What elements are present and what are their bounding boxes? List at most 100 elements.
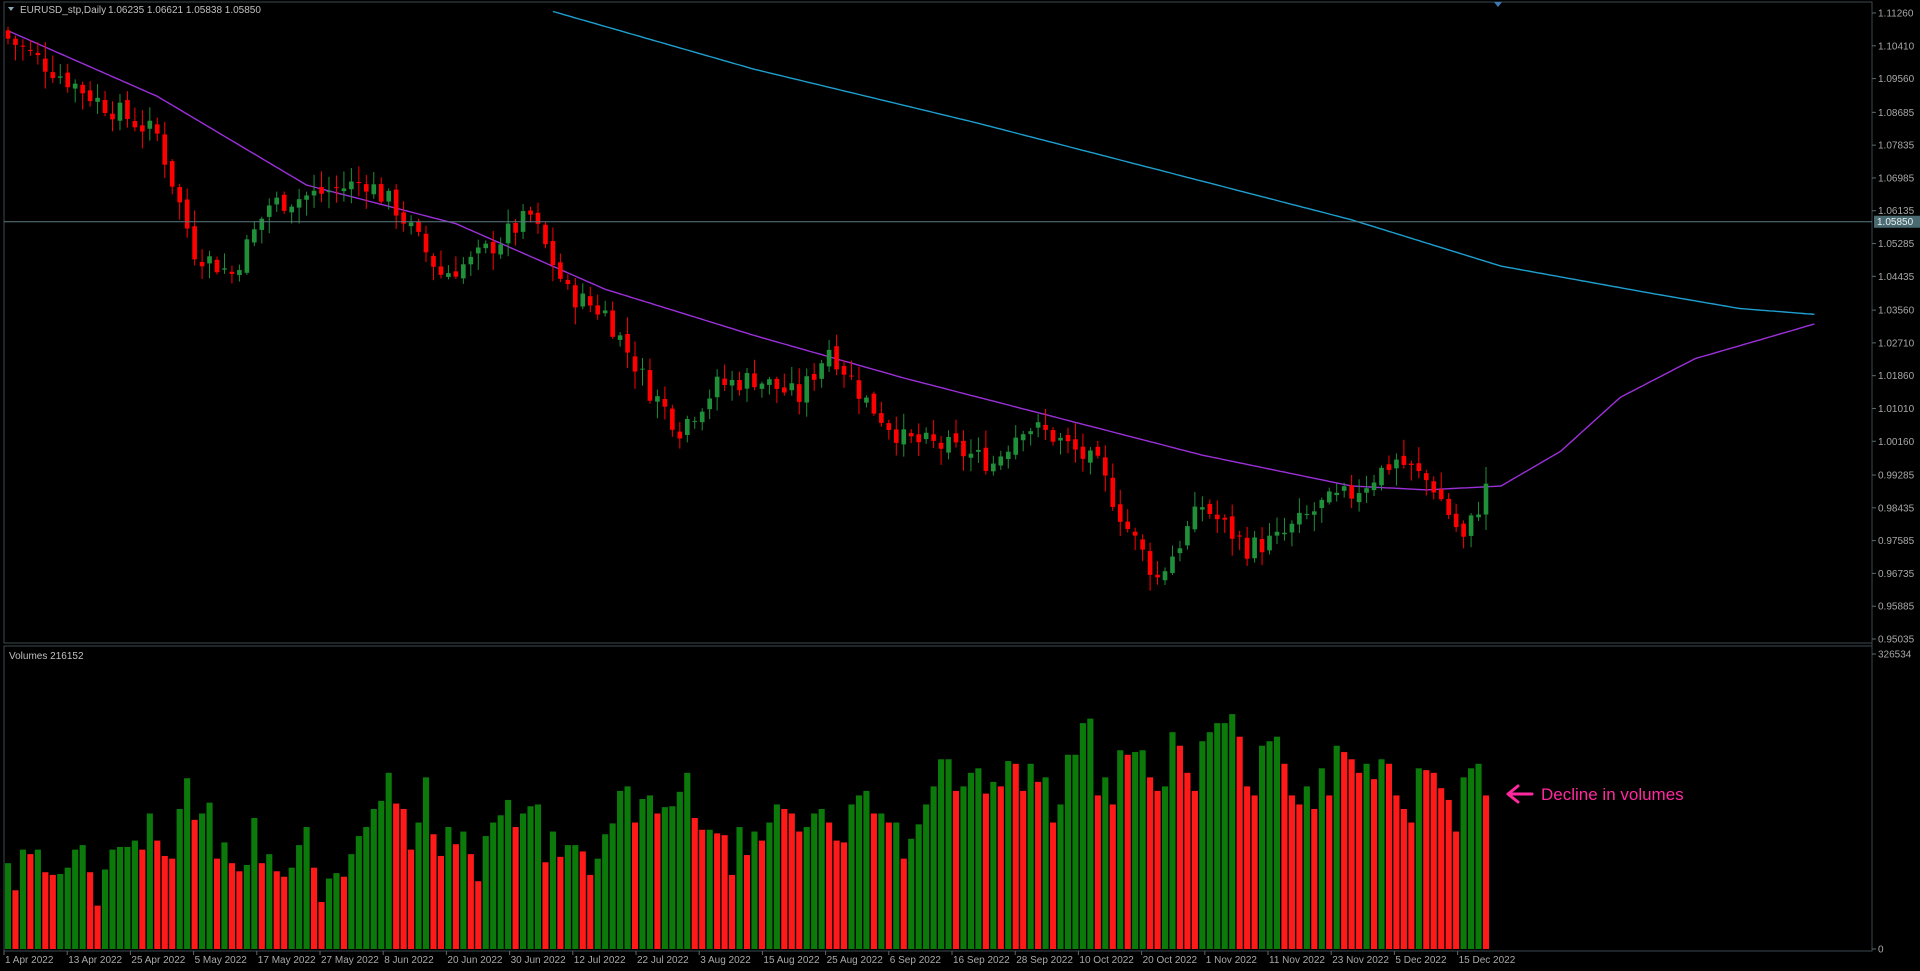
volume-bar xyxy=(221,842,228,949)
volume-bar xyxy=(378,800,385,949)
volume-bar xyxy=(1229,714,1236,949)
candle xyxy=(408,215,414,235)
price-tick-label: 1.06985 xyxy=(1878,173,1915,184)
time-tick-label: 16 Sep 2022 xyxy=(953,955,1010,966)
price-tick-label: 1.11260 xyxy=(1878,9,1914,20)
volume-bar xyxy=(191,819,198,949)
candle xyxy=(625,317,630,368)
time-tick-label: 20 Oct 2022 xyxy=(1143,955,1198,966)
candle xyxy=(1341,482,1347,498)
candle xyxy=(1200,496,1205,522)
candle xyxy=(1438,472,1444,502)
candle xyxy=(498,237,503,259)
candle xyxy=(319,171,324,203)
volume-bar xyxy=(243,864,250,949)
chart-menu-triangle-icon[interactable] xyxy=(8,7,14,11)
candle xyxy=(1423,469,1429,496)
candle xyxy=(1371,474,1377,497)
volume-bar xyxy=(997,786,1004,949)
candle xyxy=(677,422,683,449)
volume-bar xyxy=(213,858,221,949)
candle xyxy=(1073,423,1078,463)
volume-tick-label: 0 xyxy=(1878,945,1884,956)
volume-bar xyxy=(1311,808,1318,949)
volume-bar xyxy=(310,867,318,949)
candle xyxy=(371,171,377,199)
price-tick-label: 1.06135 xyxy=(1878,206,1915,217)
candle xyxy=(259,216,265,244)
volume-bar xyxy=(146,813,153,949)
candle xyxy=(856,366,862,415)
candle xyxy=(968,439,974,472)
volume-bar xyxy=(497,815,504,949)
candle xyxy=(610,301,615,339)
price-tick-label: 1.03560 xyxy=(1878,306,1915,317)
volume-bar xyxy=(1147,777,1154,949)
volume-bar xyxy=(1393,795,1400,949)
volume-bar xyxy=(811,813,818,949)
candle xyxy=(1334,483,1340,502)
price-tick-label: 1.04435 xyxy=(1878,272,1915,283)
volume-bar xyxy=(893,822,900,949)
volume-bar xyxy=(1445,799,1452,949)
volume-bar xyxy=(1281,763,1288,949)
candle xyxy=(1155,561,1160,585)
volume-bar xyxy=(4,863,12,949)
candle xyxy=(849,360,854,380)
volume-bar xyxy=(1191,790,1198,949)
volume-bar xyxy=(1348,759,1355,949)
candle xyxy=(587,286,593,313)
candle xyxy=(901,413,907,457)
candle xyxy=(1222,514,1228,533)
volume-bar xyxy=(1333,745,1340,949)
time-axis: 1 Apr 2022 13 Apr 2022 25 Apr 2022 5 May 20… xyxy=(3,951,1516,966)
moving-average-slow xyxy=(552,10,1815,315)
candle xyxy=(438,250,444,279)
volume-bar xyxy=(109,849,116,949)
candle xyxy=(1297,498,1302,533)
volume-bar xyxy=(1214,723,1221,949)
time-tick-label: 30 Jun 2022 xyxy=(511,955,566,966)
candle xyxy=(714,369,720,411)
volume-bar xyxy=(288,867,295,949)
candlestick-series xyxy=(5,26,1489,591)
volume-bar xyxy=(848,804,855,949)
candle xyxy=(1304,505,1310,520)
volume-bar xyxy=(482,836,489,949)
volume-bar xyxy=(1079,723,1086,949)
candle xyxy=(461,257,466,284)
candle xyxy=(57,64,63,84)
candle xyxy=(311,174,317,208)
candle xyxy=(20,39,26,61)
candle xyxy=(871,391,877,416)
candle xyxy=(1102,445,1108,492)
candle xyxy=(266,198,272,234)
volume-bar xyxy=(542,862,549,949)
volume-bar xyxy=(990,781,997,949)
moving-average-lines xyxy=(7,10,1815,491)
candle xyxy=(1125,509,1131,533)
volume-bar xyxy=(1385,763,1393,949)
time-tick-label: 5 Dec 2022 xyxy=(1395,955,1447,966)
candle xyxy=(177,183,183,220)
volume-bar xyxy=(579,851,586,949)
volume-bar xyxy=(393,803,400,949)
volume-bar xyxy=(930,786,937,949)
candle xyxy=(864,395,869,408)
volume-bar xyxy=(587,874,594,949)
candle xyxy=(976,437,981,463)
volume-bar xyxy=(94,905,101,949)
volume-bar xyxy=(363,827,370,949)
chart-shift-marker-icon[interactable] xyxy=(1494,2,1502,7)
volume-bar xyxy=(176,808,183,949)
candle xyxy=(401,201,406,232)
volume-bar xyxy=(669,806,676,949)
volume-bar xyxy=(631,822,639,949)
candle xyxy=(699,408,705,431)
volume-bar xyxy=(325,878,333,949)
volume-bar xyxy=(258,863,265,949)
volume-bar xyxy=(706,829,713,949)
volume-bar xyxy=(1438,788,1445,949)
candle xyxy=(1237,530,1242,551)
